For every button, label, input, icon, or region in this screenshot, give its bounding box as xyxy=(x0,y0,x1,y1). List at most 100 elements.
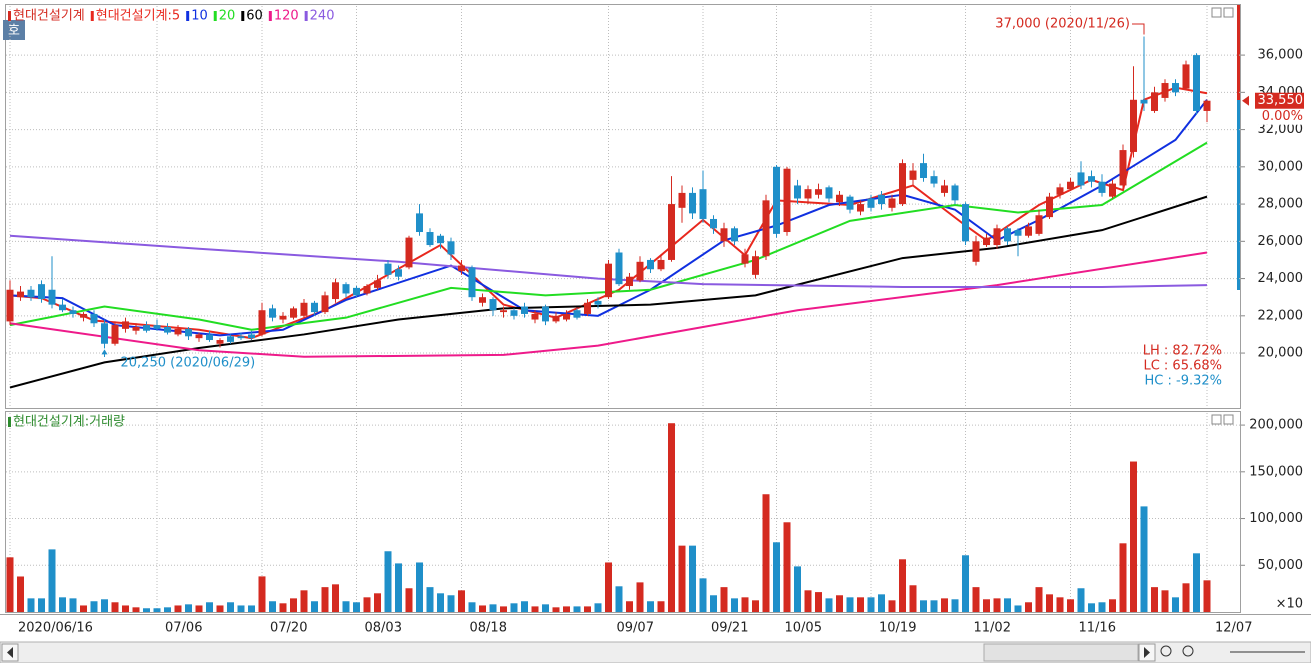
candle-body xyxy=(846,196,854,210)
candle-body xyxy=(59,304,66,311)
x-tick-label: 07/20 xyxy=(270,621,307,636)
zoom-in[interactable] xyxy=(1182,645,1194,657)
volume-bar xyxy=(647,601,654,612)
candle-body xyxy=(143,325,150,331)
legend-label: 120 xyxy=(274,9,299,24)
panel-close[interactable] xyxy=(1223,7,1234,18)
high-annotation-arrow xyxy=(1132,23,1145,35)
candle-body xyxy=(1004,228,1011,242)
candle-body xyxy=(1077,172,1085,186)
x-tick-label: 08/03 xyxy=(365,621,402,636)
volume-bar xyxy=(1004,598,1011,612)
panel-minimize[interactable] xyxy=(1211,414,1222,425)
scroll-thumb[interactable] xyxy=(983,643,1139,662)
volume-bar xyxy=(6,557,14,612)
volume-bar xyxy=(59,597,66,612)
volume-bar xyxy=(573,606,581,612)
legend-swatch xyxy=(213,11,217,21)
volume-bar xyxy=(206,602,213,612)
volume-bar xyxy=(878,594,885,612)
candle-body xyxy=(437,235,444,244)
candle-body xyxy=(741,254,749,264)
volume-bar xyxy=(1056,597,1064,612)
volume-bar xyxy=(941,598,948,612)
y-tick-label: 22,000 xyxy=(1258,308,1304,323)
volume-bar xyxy=(783,522,791,612)
candle-body xyxy=(521,306,528,314)
volume-bar xyxy=(521,601,528,612)
candle-body xyxy=(6,289,14,322)
volume-bar xyxy=(731,598,738,612)
volume-bar xyxy=(458,590,465,612)
volume-bar xyxy=(447,595,455,612)
volume-bar xyxy=(542,604,549,612)
panel-close[interactable] xyxy=(1223,414,1234,425)
candle-body xyxy=(1109,183,1116,197)
volume-panel xyxy=(5,411,1241,613)
volume-bar xyxy=(909,585,917,612)
x-tick-label: 11/16 xyxy=(1079,621,1116,636)
volume-bar xyxy=(983,599,990,612)
volume-bar xyxy=(1172,597,1179,612)
volume-bar xyxy=(710,595,717,612)
volume-bar xyxy=(815,592,822,612)
candle-body xyxy=(416,213,423,233)
candle-body xyxy=(90,313,98,324)
volume-bar xyxy=(657,601,665,612)
panel-minimize[interactable] xyxy=(1211,7,1222,18)
candle-body xyxy=(899,163,906,205)
x-tick-label: 09/07 xyxy=(617,621,654,636)
candle-body xyxy=(510,310,518,316)
candle-body xyxy=(1203,100,1211,111)
volume-bar xyxy=(773,542,780,612)
candle-body xyxy=(930,176,938,184)
candle-body xyxy=(951,185,959,201)
volume-bar xyxy=(531,606,539,612)
candle-body xyxy=(111,325,119,344)
period-button-label[interactable]: 호 xyxy=(8,24,20,39)
volume-bar xyxy=(1130,461,1137,612)
candle-body xyxy=(185,328,192,337)
zoom-out[interactable] xyxy=(1160,645,1172,657)
moving-average-line xyxy=(9,141,1208,331)
volume-bar xyxy=(374,593,381,612)
x-tick-label: 12/07 xyxy=(1215,621,1252,636)
candle-body xyxy=(395,269,402,277)
candle-body xyxy=(983,237,990,246)
period-button[interactable] xyxy=(3,20,25,40)
volume-bar xyxy=(668,423,675,612)
volume-bar xyxy=(962,555,969,612)
candle-body xyxy=(825,187,833,199)
candle-body xyxy=(909,170,917,180)
candle-body xyxy=(405,237,413,268)
candle-body xyxy=(1193,55,1200,111)
candle-body xyxy=(636,261,644,281)
candle-body xyxy=(426,232,434,246)
candle-body xyxy=(720,228,728,242)
x-tick-label: 11/02 xyxy=(974,621,1011,636)
candle-body xyxy=(1025,226,1032,236)
legend-label: 현대건설기계:5 xyxy=(96,9,180,24)
volume-bar xyxy=(27,598,35,612)
volume-bar xyxy=(993,598,1001,612)
candle-body xyxy=(321,295,329,313)
x-tick-label: 10/05 xyxy=(785,621,822,636)
candle-body xyxy=(290,308,297,318)
candle-body xyxy=(384,263,392,275)
scrollbar[interactable] xyxy=(0,641,1311,663)
volume-bar xyxy=(1067,599,1074,612)
candle-body xyxy=(1088,176,1095,182)
moving-average-line xyxy=(9,251,1208,358)
volume-bar xyxy=(1035,587,1043,612)
candle-body xyxy=(458,265,465,272)
scroll-right-arrow xyxy=(1144,647,1150,658)
legend-swatch xyxy=(90,11,94,21)
candle-body xyxy=(489,299,497,311)
legend-label: 240 xyxy=(310,9,335,24)
volume-bar xyxy=(720,587,728,612)
candle-body xyxy=(552,315,560,322)
candle-body xyxy=(1172,83,1179,93)
candle-body xyxy=(857,204,864,212)
volume-bar xyxy=(699,578,707,612)
